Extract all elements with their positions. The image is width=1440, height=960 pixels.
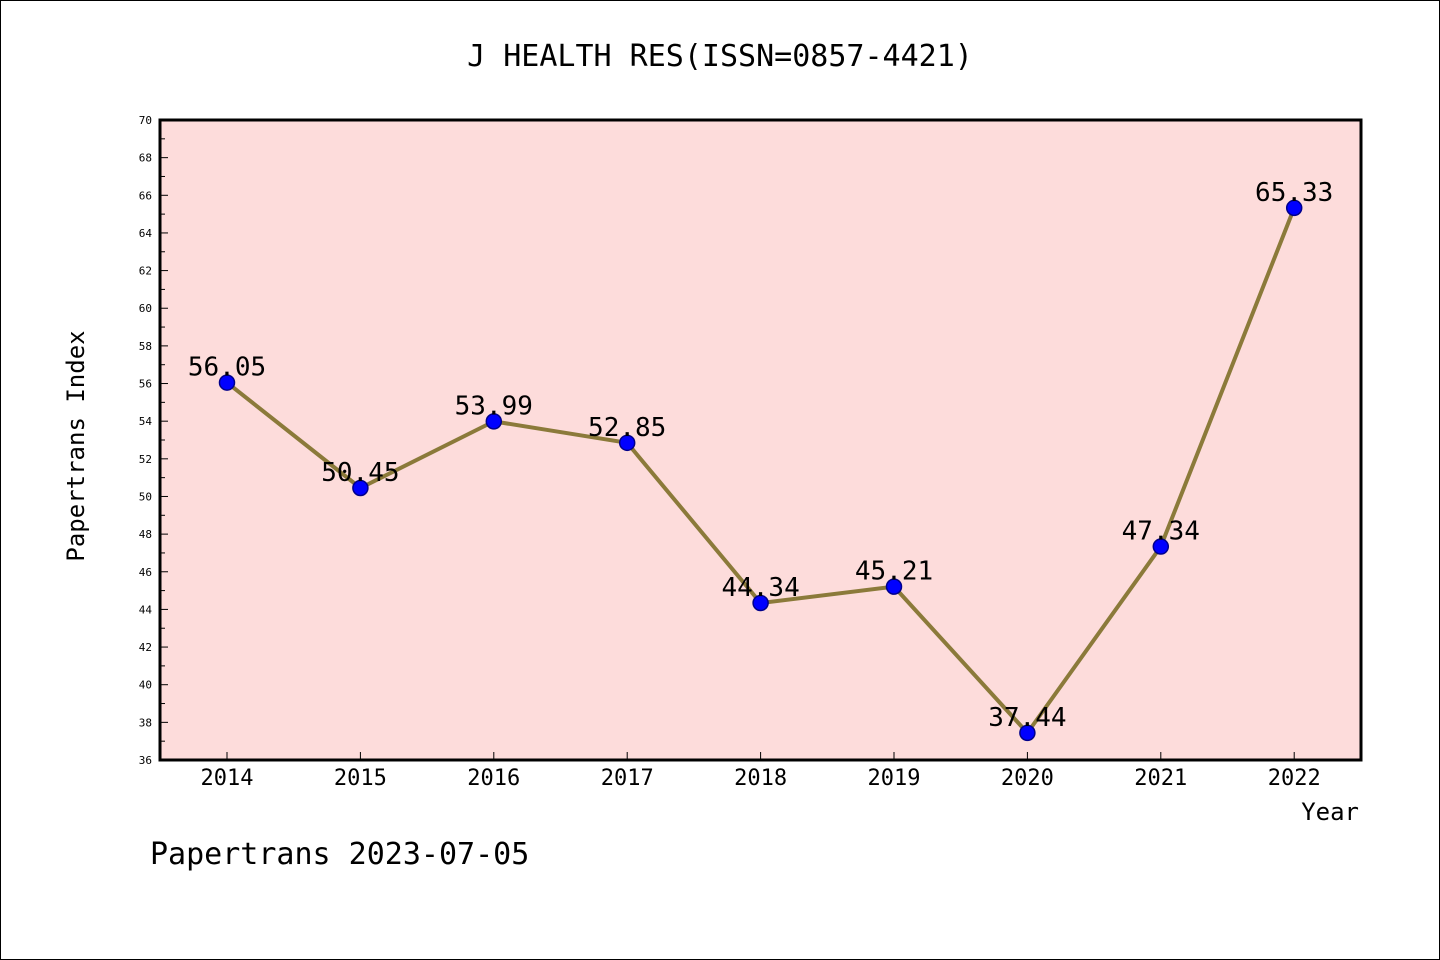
series-line-segment: [358, 419, 496, 490]
y-tick-label: 46: [139, 566, 152, 579]
y-tick-label: 54: [139, 415, 153, 428]
y-tick-label: 58: [139, 340, 152, 353]
y-tick-label: 62: [139, 265, 152, 278]
x-tick-label: 2017: [601, 766, 654, 791]
series-line-segment: [491, 419, 630, 445]
series-line-group: [225, 205, 1297, 735]
series-line-segment: [758, 584, 896, 606]
x-tick-label: 2022: [1268, 766, 1321, 791]
series-line-segment: [225, 380, 363, 490]
data-point: [352, 479, 369, 497]
series-line-segment: [625, 440, 763, 606]
data-point: [1019, 724, 1036, 742]
footer-text: Papertrans 2023-07-05: [150, 837, 529, 872]
y-tick-label: 44: [139, 603, 153, 616]
y-tick-label: 70: [139, 114, 152, 127]
x-tick-label: 2018: [734, 766, 787, 791]
x-tick-label: 2014: [201, 766, 254, 791]
x-axis-label: Year: [1301, 798, 1359, 826]
data-point: [885, 578, 903, 595]
data-label: 53.99: [455, 391, 533, 421]
y-tick-label: 52: [139, 453, 152, 466]
data-point: [1152, 538, 1170, 555]
data-label: 65.33: [1255, 178, 1333, 208]
y-axis-ticks: 36 38 40 42 44 46 48 50 52 54 56 58 60 62 64 66 68 70: [139, 114, 168, 767]
data-label: 44.34: [721, 573, 799, 603]
y-tick-label: 38: [139, 716, 152, 729]
x-tick-label: 2015: [334, 766, 387, 791]
y-tick-label: 68: [139, 152, 152, 165]
data-point: [218, 374, 236, 391]
y-tick-label: 56: [139, 378, 152, 391]
plot-area: [158, 118, 1363, 762]
y-tick-label: 40: [139, 679, 152, 692]
data-point: [618, 434, 636, 452]
y-tick-label: 36: [139, 754, 152, 767]
data-point: [485, 413, 503, 430]
chart-title: J HEALTH RES(ISSN=0857-4421): [467, 39, 973, 74]
data-label: 56.05: [188, 353, 266, 383]
y-tick-label: 48: [139, 528, 152, 541]
data-label: 50.45: [321, 458, 399, 488]
x-axis-ticks: 2014 2015 2016 2017 2018 2019 2020 2021 2022: [201, 752, 1321, 791]
y-tick-label: 42: [139, 641, 152, 654]
data-point: [1285, 199, 1303, 217]
x-tick-label: 2016: [467, 766, 520, 791]
data-label: 45.21: [855, 557, 933, 587]
y-tick-label: 66: [139, 189, 152, 202]
data-label: 47.34: [1122, 517, 1200, 547]
series-line-segment: [892, 584, 1030, 735]
x-tick-label: 2019: [868, 766, 921, 791]
x-tick-label: 2020: [1001, 766, 1054, 791]
y-tick-label: 64: [139, 227, 153, 240]
series-line-segment: [1025, 544, 1163, 735]
series-line-segment: [1158, 205, 1297, 549]
data-labels: 56.05 50.45 53.99 52.85 44.34 45.21 37.44 47.34…: [188, 178, 1333, 733]
y-tick-label: 50: [139, 490, 152, 503]
x-tick-label: 2021: [1134, 766, 1187, 791]
y-axis-label: Papertrans Index: [62, 330, 90, 561]
data-label: 52.85: [588, 413, 666, 443]
series-markers: [218, 199, 1303, 742]
y-tick-label: 60: [139, 302, 152, 315]
data-label: 37.44: [988, 703, 1066, 733]
data-point: [752, 594, 769, 612]
